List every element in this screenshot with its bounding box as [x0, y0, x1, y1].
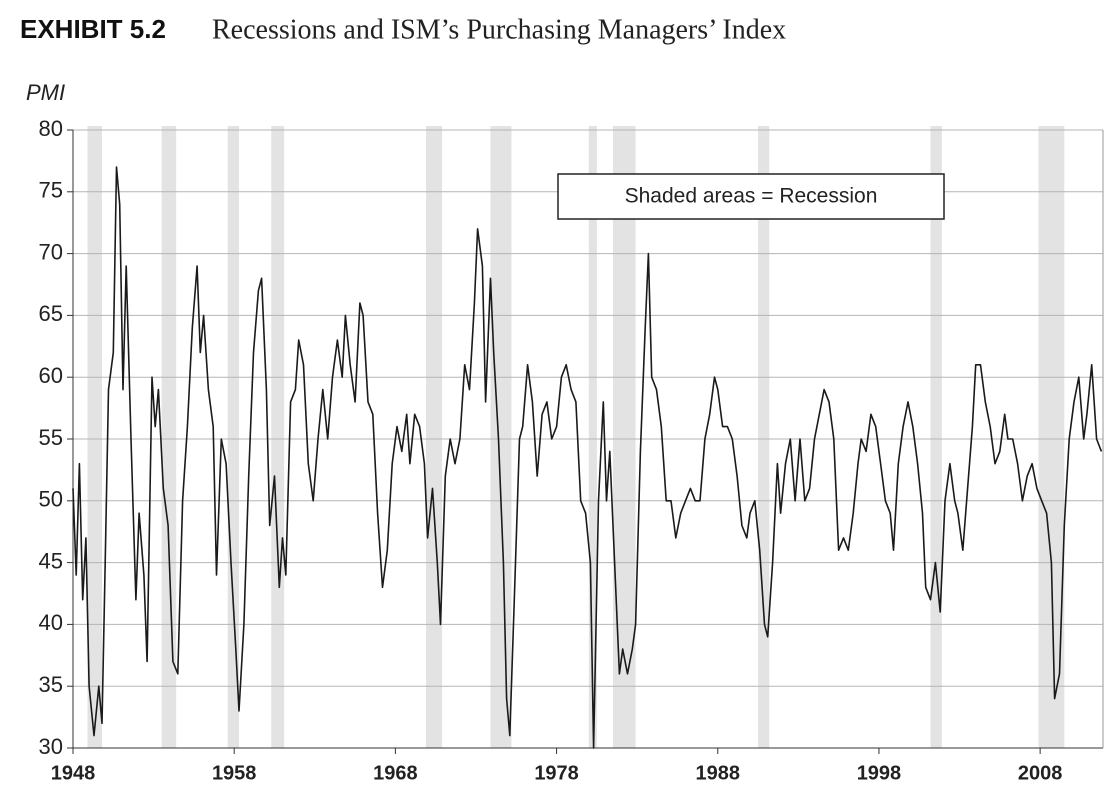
y-tick-label: 70 [39, 239, 63, 264]
annotation-box [557, 173, 945, 220]
x-tick-label: 1948 [51, 762, 96, 784]
recession-band [227, 126, 240, 748]
chart-title: EXHIBIT 5.2 [20, 14, 166, 44]
y-axis-label: PMI [26, 80, 65, 105]
recession-band [87, 126, 103, 748]
x-tick-label: 1988 [696, 762, 741, 784]
y-tick-label: 75 [39, 178, 63, 203]
y-tick-label: 40 [39, 610, 63, 635]
x-tick-label: 1998 [857, 762, 902, 784]
x-tick-label: 2008 [1018, 762, 1063, 784]
annotation: Shaded areas = Recession [625, 185, 878, 208]
recession-band [161, 126, 177, 748]
y-tick-label: 80 [39, 116, 63, 141]
recession-band [490, 126, 512, 748]
x-tick-label: 1978 [534, 762, 579, 784]
recession-band [426, 126, 443, 748]
x-tick-label: 1968 [373, 762, 418, 784]
recession-band [758, 126, 770, 748]
y-tick-label: 60 [39, 363, 63, 388]
chart-subtitle: Recessions and ISM’s Purchasing Managers… [212, 14, 786, 45]
y-tick-label: 30 [39, 734, 63, 759]
recession-band [930, 126, 942, 748]
recession-band [271, 126, 285, 748]
y-tick-label: 65 [39, 301, 63, 326]
y-tick-label: 35 [39, 672, 63, 697]
y-tick-label: 45 [39, 548, 63, 573]
recession-band [588, 126, 597, 748]
y-tick-label: 55 [39, 425, 63, 450]
recession-band [612, 126, 636, 748]
x-tick-label: 1958 [212, 762, 257, 784]
y-tick-label: 50 [39, 487, 63, 512]
pmi-line [72, 166, 1103, 749]
